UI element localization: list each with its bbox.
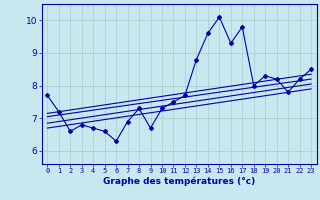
X-axis label: Graphe des températures (°c): Graphe des températures (°c)	[103, 177, 255, 186]
